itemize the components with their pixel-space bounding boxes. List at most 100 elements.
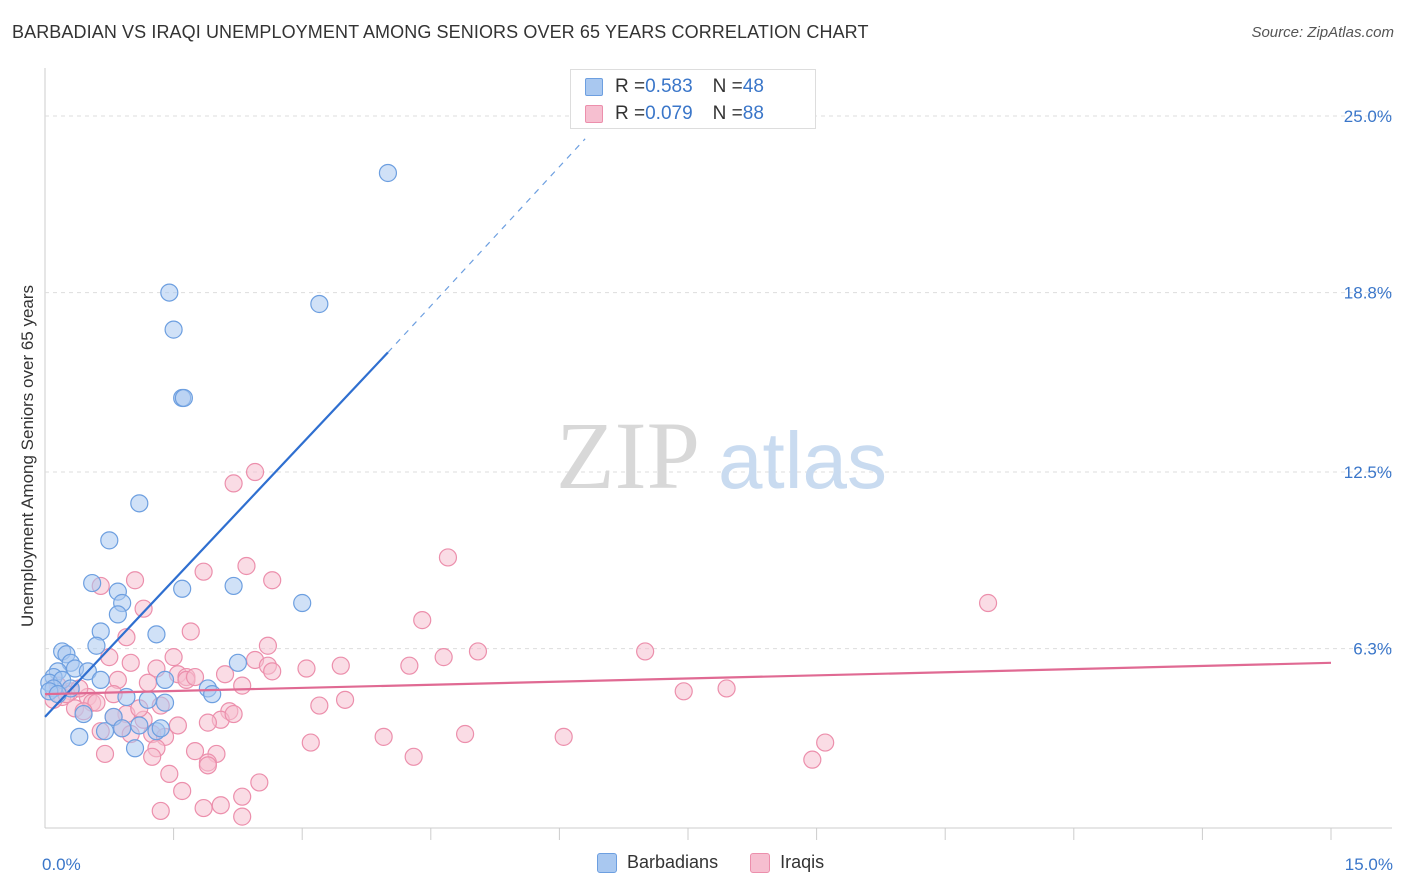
- barbadians-point: [100, 531, 119, 550]
- barbadians-point: [130, 494, 149, 513]
- series-legend: Barbadians Iraqis: [597, 852, 824, 873]
- barbadians-point: [160, 283, 179, 302]
- barbadians-point: [147, 625, 166, 644]
- barbadians-point: [228, 653, 247, 672]
- legend-n-label: N =: [712, 103, 743, 124]
- y-tick-label: 25.0%: [1344, 107, 1392, 126]
- iraqis-point: [717, 679, 736, 698]
- iraqis-point: [636, 642, 655, 661]
- iraqis-point: [674, 682, 693, 701]
- barbadians-point: [91, 670, 110, 690]
- barbadians-point: [125, 739, 145, 758]
- iraqis-point: [173, 781, 192, 801]
- legend-n-value: 48: [742, 76, 764, 97]
- iraqis-point: [263, 571, 282, 590]
- legend-n-value: 88: [742, 103, 764, 124]
- iraqis-point: [164, 648, 183, 667]
- iraqis-point: [554, 727, 573, 746]
- barbadians-point: [224, 576, 243, 596]
- iraqis-point: [310, 696, 329, 715]
- barbadians-point: [378, 163, 398, 183]
- legend-n-label: N =: [712, 76, 743, 97]
- barbadians-point: [74, 704, 93, 724]
- barbadians-point: [87, 636, 106, 655]
- iraqis-point: [438, 548, 458, 567]
- legend-r-value: 0.583: [645, 76, 693, 97]
- chart-title: BARBADIAN VS IRAQI UNEMPLOYMENT AMONG SE…: [12, 22, 869, 42]
- trend-layer: [44, 138, 1332, 718]
- iraqis-point: [301, 733, 320, 752]
- iraqis-point: [95, 744, 115, 764]
- iraqis-point: [233, 787, 252, 806]
- iraqis-point: [143, 747, 162, 766]
- iraqis-point: [468, 642, 488, 661]
- barbadians-point: [130, 716, 149, 735]
- iraqis-point: [224, 474, 243, 493]
- barbadians-point: [113, 719, 132, 738]
- iraqis-point: [198, 756, 217, 775]
- barbadians-point: [138, 690, 157, 709]
- iraqis-point: [434, 648, 453, 667]
- barbadians-point: [108, 605, 127, 624]
- barbadians-point: [155, 670, 175, 690]
- legend-r-label: R =: [615, 76, 646, 97]
- barbadians-trend-extension: [387, 138, 586, 353]
- barbadians-swatch: [585, 78, 603, 96]
- iraqis-point: [803, 750, 822, 769]
- iraqis-point: [194, 562, 213, 581]
- barbadians-point: [310, 294, 329, 314]
- iraqis-point: [404, 747, 423, 766]
- iraqis-point: [374, 727, 393, 746]
- iraqis-point: [117, 628, 136, 647]
- barbadians-point: [151, 719, 170, 738]
- iraqis-point: [87, 693, 106, 712]
- iraqis-point: [185, 742, 205, 761]
- iraqis-point: [185, 667, 205, 687]
- correlation-legend: R = 0.583 N = 48 R = 0.079 N = 88: [570, 69, 816, 129]
- barbadians-legend-swatch: [597, 852, 617, 873]
- iraqis-point: [121, 653, 140, 672]
- iraqis-point: [250, 773, 269, 792]
- iraqis-point: [331, 656, 350, 675]
- watermark-zip: ZIP: [556, 402, 700, 509]
- iraqis-point: [194, 798, 213, 818]
- iraqis-point: [138, 673, 157, 692]
- iraqis-point: [237, 556, 256, 576]
- iraqis-point: [211, 796, 230, 815]
- iraqis-point: [400, 656, 419, 675]
- x-tick-label: 15.0%: [1345, 855, 1393, 874]
- barbadians-trend-line: [44, 351, 389, 718]
- legend-r-value: 0.079: [645, 103, 693, 124]
- iraqis-point: [978, 593, 998, 613]
- barbadians-point: [95, 722, 115, 741]
- barbadians-point: [174, 388, 193, 408]
- y-tick-label: 18.8%: [1344, 284, 1392, 303]
- iraqis-point: [125, 571, 145, 590]
- iraqis-point: [413, 611, 432, 630]
- barbadians-point: [155, 693, 175, 712]
- iraqis-point: [335, 690, 355, 709]
- iraqis-point: [151, 801, 170, 821]
- iraqis-legend-swatch: [750, 852, 771, 873]
- iraqis-point: [816, 733, 835, 752]
- legend-label-barbadians: Barbadians: [627, 852, 719, 872]
- barbadians-point: [173, 579, 192, 598]
- iraqis-point: [160, 764, 179, 783]
- x-tick-label: 0.0%: [42, 855, 81, 874]
- barbadians-point: [83, 573, 102, 593]
- legend-label-iraqis: Iraqis: [780, 852, 825, 872]
- iraqis-point: [198, 713, 217, 732]
- legend-row-barbadians: R = 0.583 N = 48: [585, 76, 764, 98]
- ticks-layer: 6.3% 12.5% 18.8% 25.0% 0.0% 15.0%: [42, 107, 1393, 874]
- iraqis-swatch: [585, 105, 603, 123]
- barbadians-point: [203, 685, 222, 704]
- legend-row-iraqis: R = 0.079 N = 88: [585, 103, 764, 125]
- barbadians-point: [70, 727, 89, 746]
- iraqis-point: [233, 807, 252, 826]
- iraqis-point: [258, 636, 278, 655]
- iraqis-point: [263, 662, 282, 681]
- iraqis-point: [455, 724, 475, 744]
- watermark-atlas: atlas: [718, 416, 887, 505]
- y-tick-label: 12.5%: [1344, 463, 1392, 482]
